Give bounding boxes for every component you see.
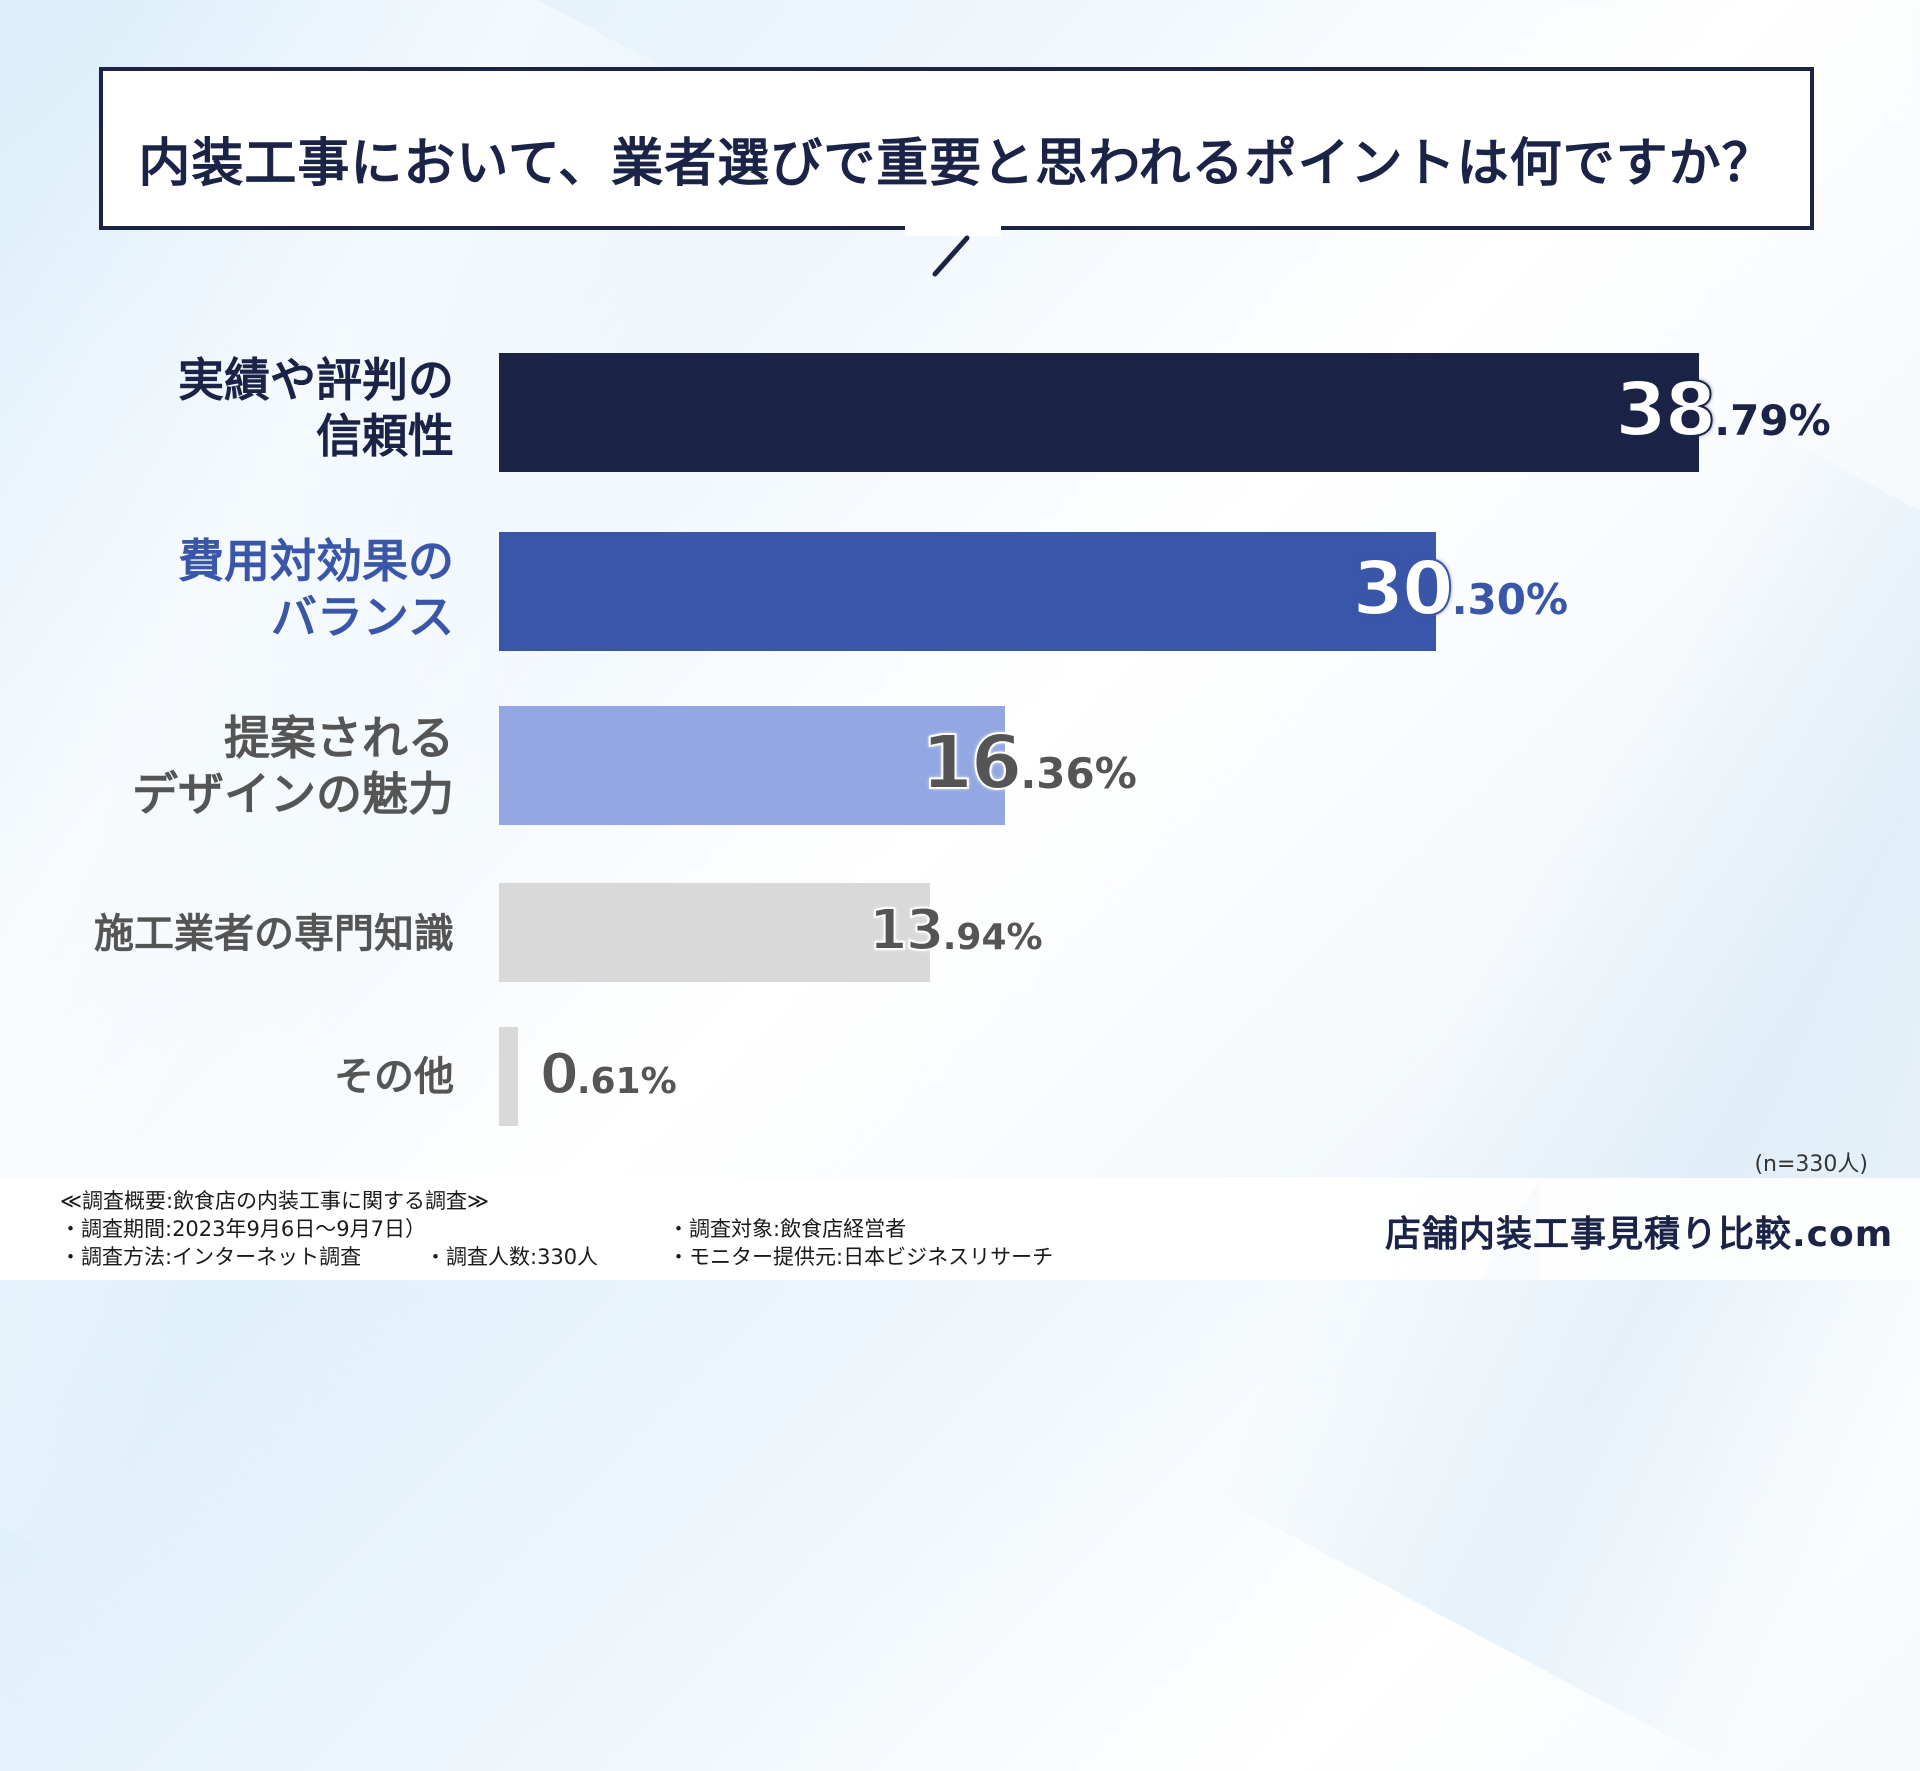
value-integer: 30 — [1352, 545, 1455, 633]
value-decimal: .61% — [576, 1060, 677, 1102]
sample-size-note: (n=330人) — [1754, 1152, 1868, 1177]
brand-logo-text: 店舗内装工事見積り比較.com — [1385, 1214, 1894, 1255]
category-label-line: 提案される — [224, 711, 454, 765]
category-label-2: 費用対効果の バランス — [178, 533, 454, 645]
category-label-4: 施工業者の専門知識 — [94, 906, 454, 962]
survey-provider: ・モニター提供元:日本ビジネスリサーチ — [668, 1245, 1054, 1269]
category-label-line: その他 — [334, 1054, 454, 1100]
survey-count: ・調査人数:330人 — [425, 1245, 599, 1269]
bar-2 — [499, 532, 1437, 651]
survey-period: ・調査期間:2023年9月6日〜9月7日） — [60, 1217, 426, 1241]
footer-background — [0, 1178, 1920, 1280]
bar-1 — [499, 353, 1699, 472]
category-label-line: 施工業者の専門知識 — [94, 911, 454, 957]
bar-3 — [499, 706, 1006, 825]
category-label-line: 信頼性 — [316, 409, 454, 463]
value-label-2: 30.30% — [1352, 545, 1569, 633]
value-label-5: 0.61% — [539, 1041, 677, 1108]
value-decimal: .79% — [1714, 395, 1831, 445]
value-label-3: 16.36% — [920, 719, 1137, 807]
category-label-line: 費用対効果の — [178, 534, 454, 588]
value-integer: 16 — [920, 719, 1023, 807]
bar-5 — [499, 1027, 518, 1126]
question-box: 内装工事において、業者選びで重要と思われるポイントは何ですか？ — [99, 67, 1814, 230]
category-label-line: バランス — [270, 590, 454, 644]
bar-4 — [499, 883, 931, 982]
category-label-5: その他 — [334, 1049, 454, 1105]
survey-target: ・調査対象:飲食店経営者 — [668, 1217, 907, 1241]
footer-divider — [1480, 1178, 1540, 1280]
value-integer: 0 — [539, 1041, 580, 1108]
value-integer: 13 — [868, 897, 946, 964]
category-label-line: デザインの魅力 — [132, 767, 454, 821]
speech-tail — [932, 235, 970, 277]
value-label-1: 38.79% — [1614, 366, 1831, 454]
category-label-line: 実績や評判の — [178, 353, 454, 407]
survey-heading: ≪調査概要:飲食店の内装工事に関する調査≫ — [60, 1189, 490, 1213]
value-decimal: .30% — [1451, 574, 1569, 624]
value-integer: 38 — [1614, 366, 1717, 454]
value-decimal: .94% — [942, 916, 1043, 958]
question-title: 内装工事において、業者選びで重要と思われるポイントは何ですか？ — [138, 134, 1775, 194]
speech-tail-gap — [905, 224, 1001, 236]
category-label-3: 提案される デザインの魅力 — [132, 710, 454, 822]
survey-method: ・調査方法:インターネット調査 — [60, 1245, 362, 1269]
value-decimal: .36% — [1020, 748, 1137, 798]
value-label-4: 13.94% — [868, 897, 1043, 964]
category-label-1: 実績や評判の 信頼性 — [178, 352, 454, 464]
